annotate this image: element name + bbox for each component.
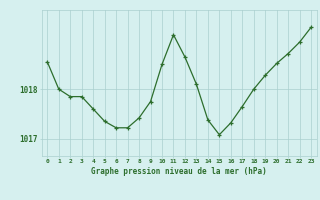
X-axis label: Graphe pression niveau de la mer (hPa): Graphe pression niveau de la mer (hPa) [91,167,267,176]
